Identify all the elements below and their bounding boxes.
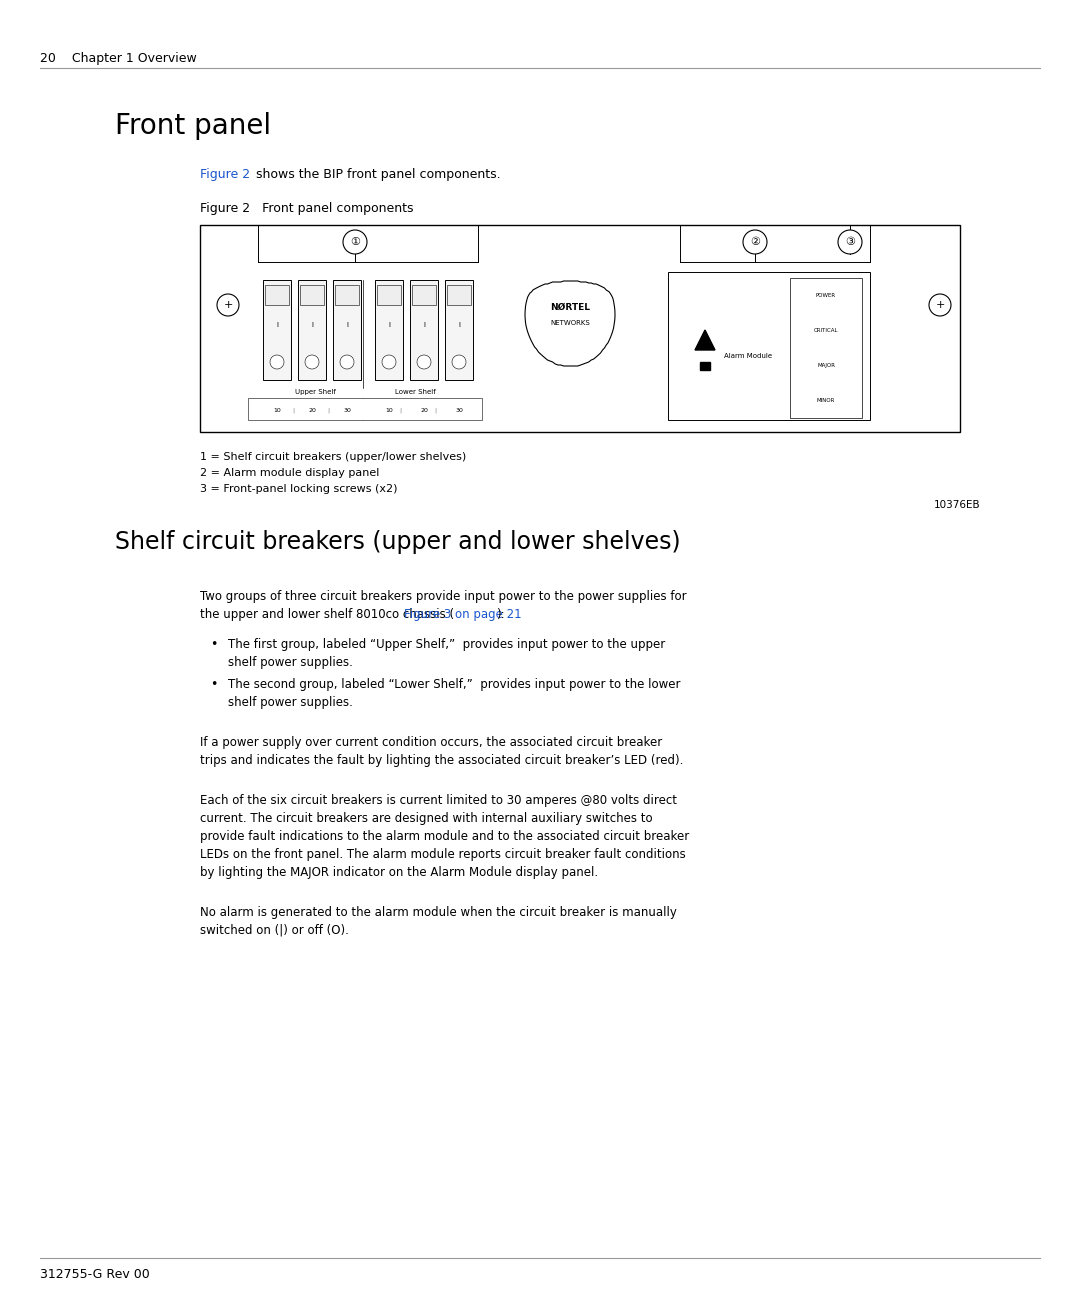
Text: +: +	[935, 299, 945, 310]
Bar	[333, 280, 361, 380]
Bar	[410, 280, 438, 380]
Text: NØRTEL: NØRTEL	[550, 302, 590, 311]
Text: 312755-G Rev 00: 312755-G Rev 00	[40, 1267, 150, 1280]
Polygon shape	[525, 281, 615, 365]
Bar	[298, 280, 326, 380]
Text: Two groups of three circuit breakers provide input power to the power supplies f: Two groups of three circuit breakers pro…	[200, 590, 687, 603]
Text: Each of the six circuit breakers is current limited to 30 amperes @80 volts dire: Each of the six circuit breakers is curr…	[200, 794, 677, 807]
Text: |: |	[327, 407, 329, 412]
Text: ):: ):	[496, 608, 504, 621]
Text: Front panel: Front panel	[114, 111, 271, 140]
Text: •: •	[210, 638, 217, 651]
Polygon shape	[696, 330, 715, 350]
Text: The first group, labeled “Upper Shelf,”  provides input power to the upper: The first group, labeled “Upper Shelf,” …	[228, 638, 665, 651]
Circle shape	[340, 355, 354, 369]
Text: I: I	[388, 321, 390, 328]
Text: I: I	[311, 321, 313, 328]
Circle shape	[838, 229, 862, 254]
Text: shelf power supplies.: shelf power supplies.	[228, 656, 353, 669]
Text: 1 = Shelf circuit breakers (upper/lower shelves): 1 = Shelf circuit breakers (upper/lower …	[200, 452, 467, 461]
Bar	[669, 272, 870, 420]
Bar	[411, 285, 436, 305]
Text: Shelf circuit breakers (upper and lower shelves): Shelf circuit breakers (upper and lower …	[114, 530, 680, 553]
Bar	[447, 285, 471, 305]
Text: If a power supply over current condition occurs, the associated circuit breaker: If a power supply over current condition…	[200, 736, 662, 749]
Text: Alarm Module: Alarm Module	[724, 353, 772, 359]
Text: +: +	[224, 299, 232, 310]
Text: I: I	[458, 321, 460, 328]
Bar	[789, 279, 862, 419]
Text: 30: 30	[455, 407, 463, 412]
Text: 30: 30	[343, 407, 351, 412]
Text: 10: 10	[386, 407, 393, 412]
Text: I: I	[423, 321, 426, 328]
Text: MINOR: MINOR	[816, 398, 835, 403]
Text: shows the BIP front panel components.: shows the BIP front panel components.	[252, 168, 501, 181]
Bar	[265, 285, 289, 305]
Text: No alarm is generated to the alarm module when the circuit breaker is manually: No alarm is generated to the alarm modul…	[200, 906, 677, 919]
Text: provide fault indications to the alarm module and to the associated circuit brea: provide fault indications to the alarm m…	[200, 829, 689, 842]
Bar	[375, 280, 403, 380]
Bar	[377, 285, 401, 305]
Text: Upper Shelf: Upper Shelf	[295, 389, 336, 395]
Text: 20    Chapter 1 Overview: 20 Chapter 1 Overview	[40, 52, 197, 65]
Text: Figure 2   Front panel components: Figure 2 Front panel components	[200, 202, 414, 215]
Text: I: I	[276, 321, 278, 328]
Circle shape	[343, 229, 367, 254]
Text: trips and indicates the fault by lighting the associated circuit breaker’s LED (: trips and indicates the fault by lightin…	[200, 754, 684, 767]
Text: POWER: POWER	[815, 293, 836, 298]
Bar	[248, 398, 482, 420]
Text: NETWORKS: NETWORKS	[550, 320, 590, 327]
Text: current. The circuit breakers are designed with internal auxiliary switches to: current. The circuit breakers are design…	[200, 813, 652, 826]
Circle shape	[305, 355, 319, 369]
Text: The second group, labeled “Lower Shelf,”  provides input power to the lower: The second group, labeled “Lower Shelf,”…	[228, 678, 680, 691]
Text: ②: ②	[750, 237, 760, 248]
Text: 20: 20	[308, 407, 316, 412]
Circle shape	[417, 355, 431, 369]
Text: Figure 2: Figure 2	[200, 168, 251, 181]
Bar	[700, 362, 710, 369]
Text: switched on (|) or off (O).: switched on (|) or off (O).	[200, 924, 349, 937]
Bar	[335, 285, 359, 305]
Text: ①: ①	[350, 237, 360, 248]
Text: |: |	[292, 407, 294, 412]
Text: 10376EB: 10376EB	[933, 500, 980, 511]
Text: shelf power supplies.: shelf power supplies.	[228, 696, 353, 709]
Text: |: |	[434, 407, 436, 412]
Circle shape	[270, 355, 284, 369]
Circle shape	[382, 355, 396, 369]
Text: MAJOR: MAJOR	[816, 363, 835, 368]
Bar	[300, 285, 324, 305]
Text: CRITICAL: CRITICAL	[813, 328, 838, 333]
Bar	[264, 280, 291, 380]
Text: 3 = Front-panel locking screws (x2): 3 = Front-panel locking screws (x2)	[200, 483, 397, 494]
Circle shape	[743, 229, 767, 254]
Text: Lower Shelf: Lower Shelf	[394, 389, 435, 395]
Text: •: •	[210, 678, 217, 691]
Text: LEDs on the front panel. The alarm module reports circuit breaker fault conditio: LEDs on the front panel. The alarm modul…	[200, 848, 686, 861]
Circle shape	[217, 294, 239, 316]
Bar	[445, 280, 473, 380]
Circle shape	[929, 294, 951, 316]
Text: |: |	[399, 407, 401, 412]
Text: I: I	[346, 321, 348, 328]
Circle shape	[453, 355, 465, 369]
Text: ③: ③	[845, 237, 855, 248]
Text: 2 = Alarm module display panel: 2 = Alarm module display panel	[200, 468, 379, 478]
Bar	[200, 226, 960, 432]
Text: 20: 20	[420, 407, 428, 412]
Text: by lighting the MAJOR indicator on the Alarm Module display panel.: by lighting the MAJOR indicator on the A…	[200, 866, 598, 879]
Text: 10: 10	[273, 407, 281, 412]
Text: Figure 3 on page 21: Figure 3 on page 21	[404, 608, 522, 621]
Text: the upper and lower shelf 8010co chassis (: the upper and lower shelf 8010co chassis…	[200, 608, 454, 621]
